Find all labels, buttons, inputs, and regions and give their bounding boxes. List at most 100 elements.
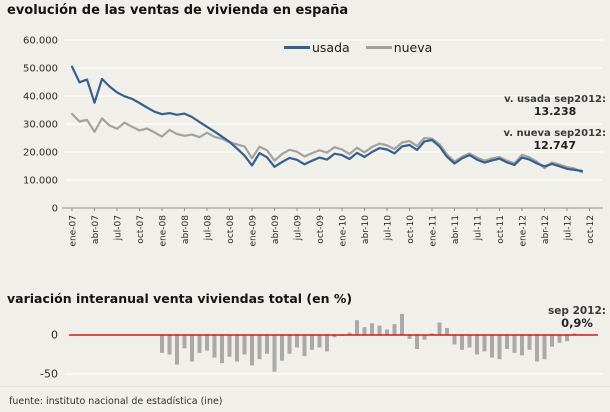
x-tick-label: jul-10 — [384, 215, 394, 242]
x-tick-label: abr-10 — [361, 215, 371, 244]
footer-source: fuente: instituto nacional de estadístic… — [9, 396, 223, 407]
bar — [347, 332, 352, 335]
bar — [227, 335, 232, 357]
bar — [265, 335, 269, 354]
x-tick-label: oct-10 — [406, 215, 416, 244]
annotation-variacion-label: sep 2012: — [548, 305, 606, 317]
legend: usada nueva — [284, 40, 442, 55]
y-tick-label: 20.000 — [23, 148, 58, 159]
bar — [205, 335, 209, 351]
bar — [505, 335, 509, 349]
bar — [550, 335, 554, 347]
bar — [527, 335, 532, 350]
annotation-usada-label: v. usada sep2012: — [504, 94, 606, 105]
y-tick-label: 50.000 — [23, 64, 58, 75]
bar — [490, 335, 494, 358]
x-tick-label: ene-10 — [339, 215, 349, 247]
footer: fuente: instituto nacional de estadístic… — [0, 386, 610, 412]
bar — [482, 335, 487, 352]
bar — [190, 335, 194, 362]
x-tick-label: jul-12 — [564, 215, 574, 241]
x-tick-label: oct-08 — [226, 215, 236, 244]
legend-label-nueva: nueva — [393, 40, 433, 55]
usada-line-swatch-icon — [284, 46, 310, 49]
y-label-0: 0 — [51, 329, 58, 342]
bar — [257, 335, 262, 360]
bar — [557, 335, 562, 343]
bar — [407, 335, 412, 339]
x-tick-label: ene-11 — [429, 215, 439, 246]
y-tick-label: 10.000 — [23, 176, 58, 187]
section-title-variacion: variación interanual venta viviendas tot… — [7, 291, 353, 306]
x-tick-label: jul-07 — [114, 215, 124, 241]
bar — [437, 322, 442, 335]
x-tick-label: oct-11 — [496, 215, 506, 244]
bar — [430, 333, 434, 335]
bar — [572, 333, 577, 335]
bar — [272, 335, 277, 372]
y-tick-label: 40.000 — [23, 92, 58, 103]
x-tick-label: jul-11 — [474, 215, 484, 241]
bar — [520, 335, 524, 356]
bar — [182, 335, 187, 349]
bar — [415, 335, 419, 349]
bar — [445, 328, 449, 335]
bar — [287, 335, 292, 354]
x-tick-label: oct-12 — [586, 215, 596, 244]
line-nueva — [70, 112, 584, 174]
annotation-variacion: sep 2012: 0,9% — [548, 305, 606, 329]
bar — [235, 335, 239, 362]
x-tick-label: oct-09 — [316, 215, 326, 244]
bar — [325, 335, 329, 352]
x-tick-label: oct-07 — [136, 215, 146, 244]
bar — [317, 335, 322, 348]
legend-item-usada: usada — [284, 40, 350, 55]
y-tick-label: 30.000 — [23, 120, 58, 131]
bar — [250, 335, 254, 366]
page-title: evolución de las ventas de vivienda en e… — [7, 3, 349, 18]
annotation-nueva: v. nueva sep2012: 12.747 — [504, 128, 606, 152]
x-tick-label: jul-09 — [294, 215, 304, 242]
annotation-usada: v. usada sep2012: 13.238 — [504, 94, 606, 118]
bar — [565, 335, 569, 342]
bar — [452, 335, 457, 345]
x-tick-label: ene-08 — [159, 215, 169, 247]
bar — [310, 335, 314, 350]
annotation-variacion-value: 0,9% — [561, 316, 593, 330]
bar — [542, 335, 547, 360]
bar — [167, 335, 172, 355]
y-label-neg50: -50 — [40, 368, 58, 381]
y-tick-label: 60.000 — [23, 36, 58, 47]
legend-label-usada: usada — [312, 40, 350, 55]
line-usada — [70, 65, 584, 172]
bar — [422, 335, 427, 340]
bar — [220, 335, 224, 364]
bar — [535, 335, 539, 362]
bar — [362, 327, 367, 335]
x-tick-label: abr-07 — [91, 215, 101, 244]
x-tick-label: abr-12 — [541, 215, 551, 244]
bar — [302, 335, 307, 357]
bar — [175, 335, 179, 365]
bar — [355, 320, 359, 335]
bar — [332, 335, 337, 338]
x-tick-label: abr-08 — [181, 215, 191, 244]
legend-item-nueva: nueva — [365, 40, 433, 55]
bar — [197, 335, 202, 353]
bar — [400, 313, 404, 335]
bar — [385, 329, 389, 335]
x-tick-label: ene-09 — [249, 215, 259, 247]
bar — [392, 324, 397, 335]
bar — [377, 325, 382, 335]
x-tick-label: abr-09 — [271, 215, 281, 244]
bar — [512, 335, 517, 353]
bar — [295, 335, 299, 348]
nueva-line-swatch-icon — [365, 46, 392, 49]
bar — [242, 335, 247, 355]
annotation-usada-value: 13.238 — [533, 105, 577, 118]
bar — [467, 335, 472, 348]
bar — [212, 335, 217, 358]
x-tick-label: ene-12 — [519, 215, 529, 246]
